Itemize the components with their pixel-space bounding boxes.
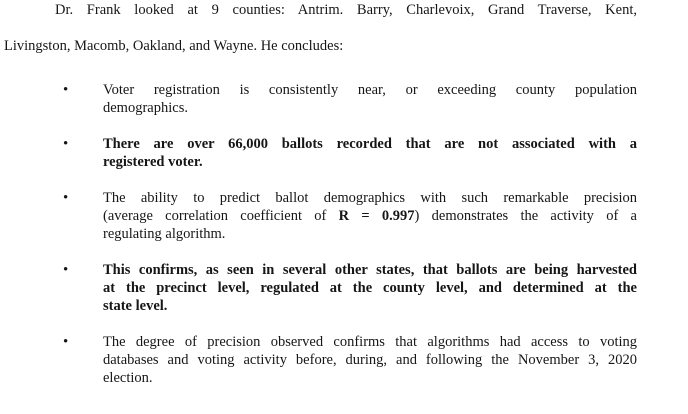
text-segment: ) demonstrates the activity of a: [414, 208, 637, 224]
text-line: There are over 66,000 ballots recorded t…: [103, 136, 637, 152]
intro-paragraph: Dr. Frank looked at 9 counties: Antrim. …: [4, 0, 637, 64]
bullet-text: This confirms, as seen in several other …: [103, 261, 637, 315]
text-line: election.: [103, 370, 153, 386]
intro-line-1: Dr. Frank looked at 9 counties: Antrim. …: [55, 2, 637, 18]
bullet-marker-icon: •: [63, 82, 69, 98]
text-segment: (average correlation coefficient of: [103, 208, 339, 224]
bullet-item-unregistered-ballots: • There are over 66,000 ballots recorded…: [63, 135, 688, 171]
bullet-item-voter-registration: • Voter registration is consistently nea…: [63, 81, 688, 117]
bullet-item-ballot-harvesting: • This confirms, as seen in several othe…: [63, 261, 688, 315]
bullet-text: Voter registration is consistently near,…: [103, 81, 637, 117]
text-line: The degree of precision observed confirm…: [103, 334, 637, 350]
text-line: regulating algorithm.: [103, 226, 226, 242]
text-line: registered voter.: [103, 154, 203, 170]
text-line: demographics.: [103, 100, 188, 116]
bullet-marker-icon: •: [63, 334, 69, 350]
text-line: This confirms, as seen in several other …: [103, 262, 637, 278]
text-line: (average correlation coefficient of R = …: [103, 207, 637, 225]
text-line: The ability to predict ballot demographi…: [103, 190, 637, 206]
text-line: Voter registration is consistently near,…: [103, 82, 637, 98]
bullet-item-database-access: • The degree of precision observed confi…: [63, 333, 688, 387]
bullet-text: The degree of precision observed confirm…: [103, 333, 637, 387]
bullet-list: • Voter registration is consistently nea…: [63, 81, 688, 387]
text-line: at the precinct level, regulated at the …: [103, 280, 637, 296]
bullet-marker-icon: •: [63, 136, 69, 152]
intro-line-2: Livingston, Macomb, Oakland, and Wayne. …: [4, 38, 344, 54]
bullet-item-correlation: • The ability to predict ballot demograp…: [63, 189, 688, 243]
bullet-text: There are over 66,000 ballots recorded t…: [103, 135, 637, 171]
text-line: state level.: [103, 298, 168, 314]
text-line: databases and voting activity before, du…: [103, 352, 637, 368]
bullet-marker-icon: •: [63, 190, 69, 206]
correlation-value: R = 0.997: [338, 208, 415, 224]
bullet-marker-icon: •: [63, 262, 69, 278]
bullet-text: The ability to predict ballot demographi…: [103, 189, 637, 243]
